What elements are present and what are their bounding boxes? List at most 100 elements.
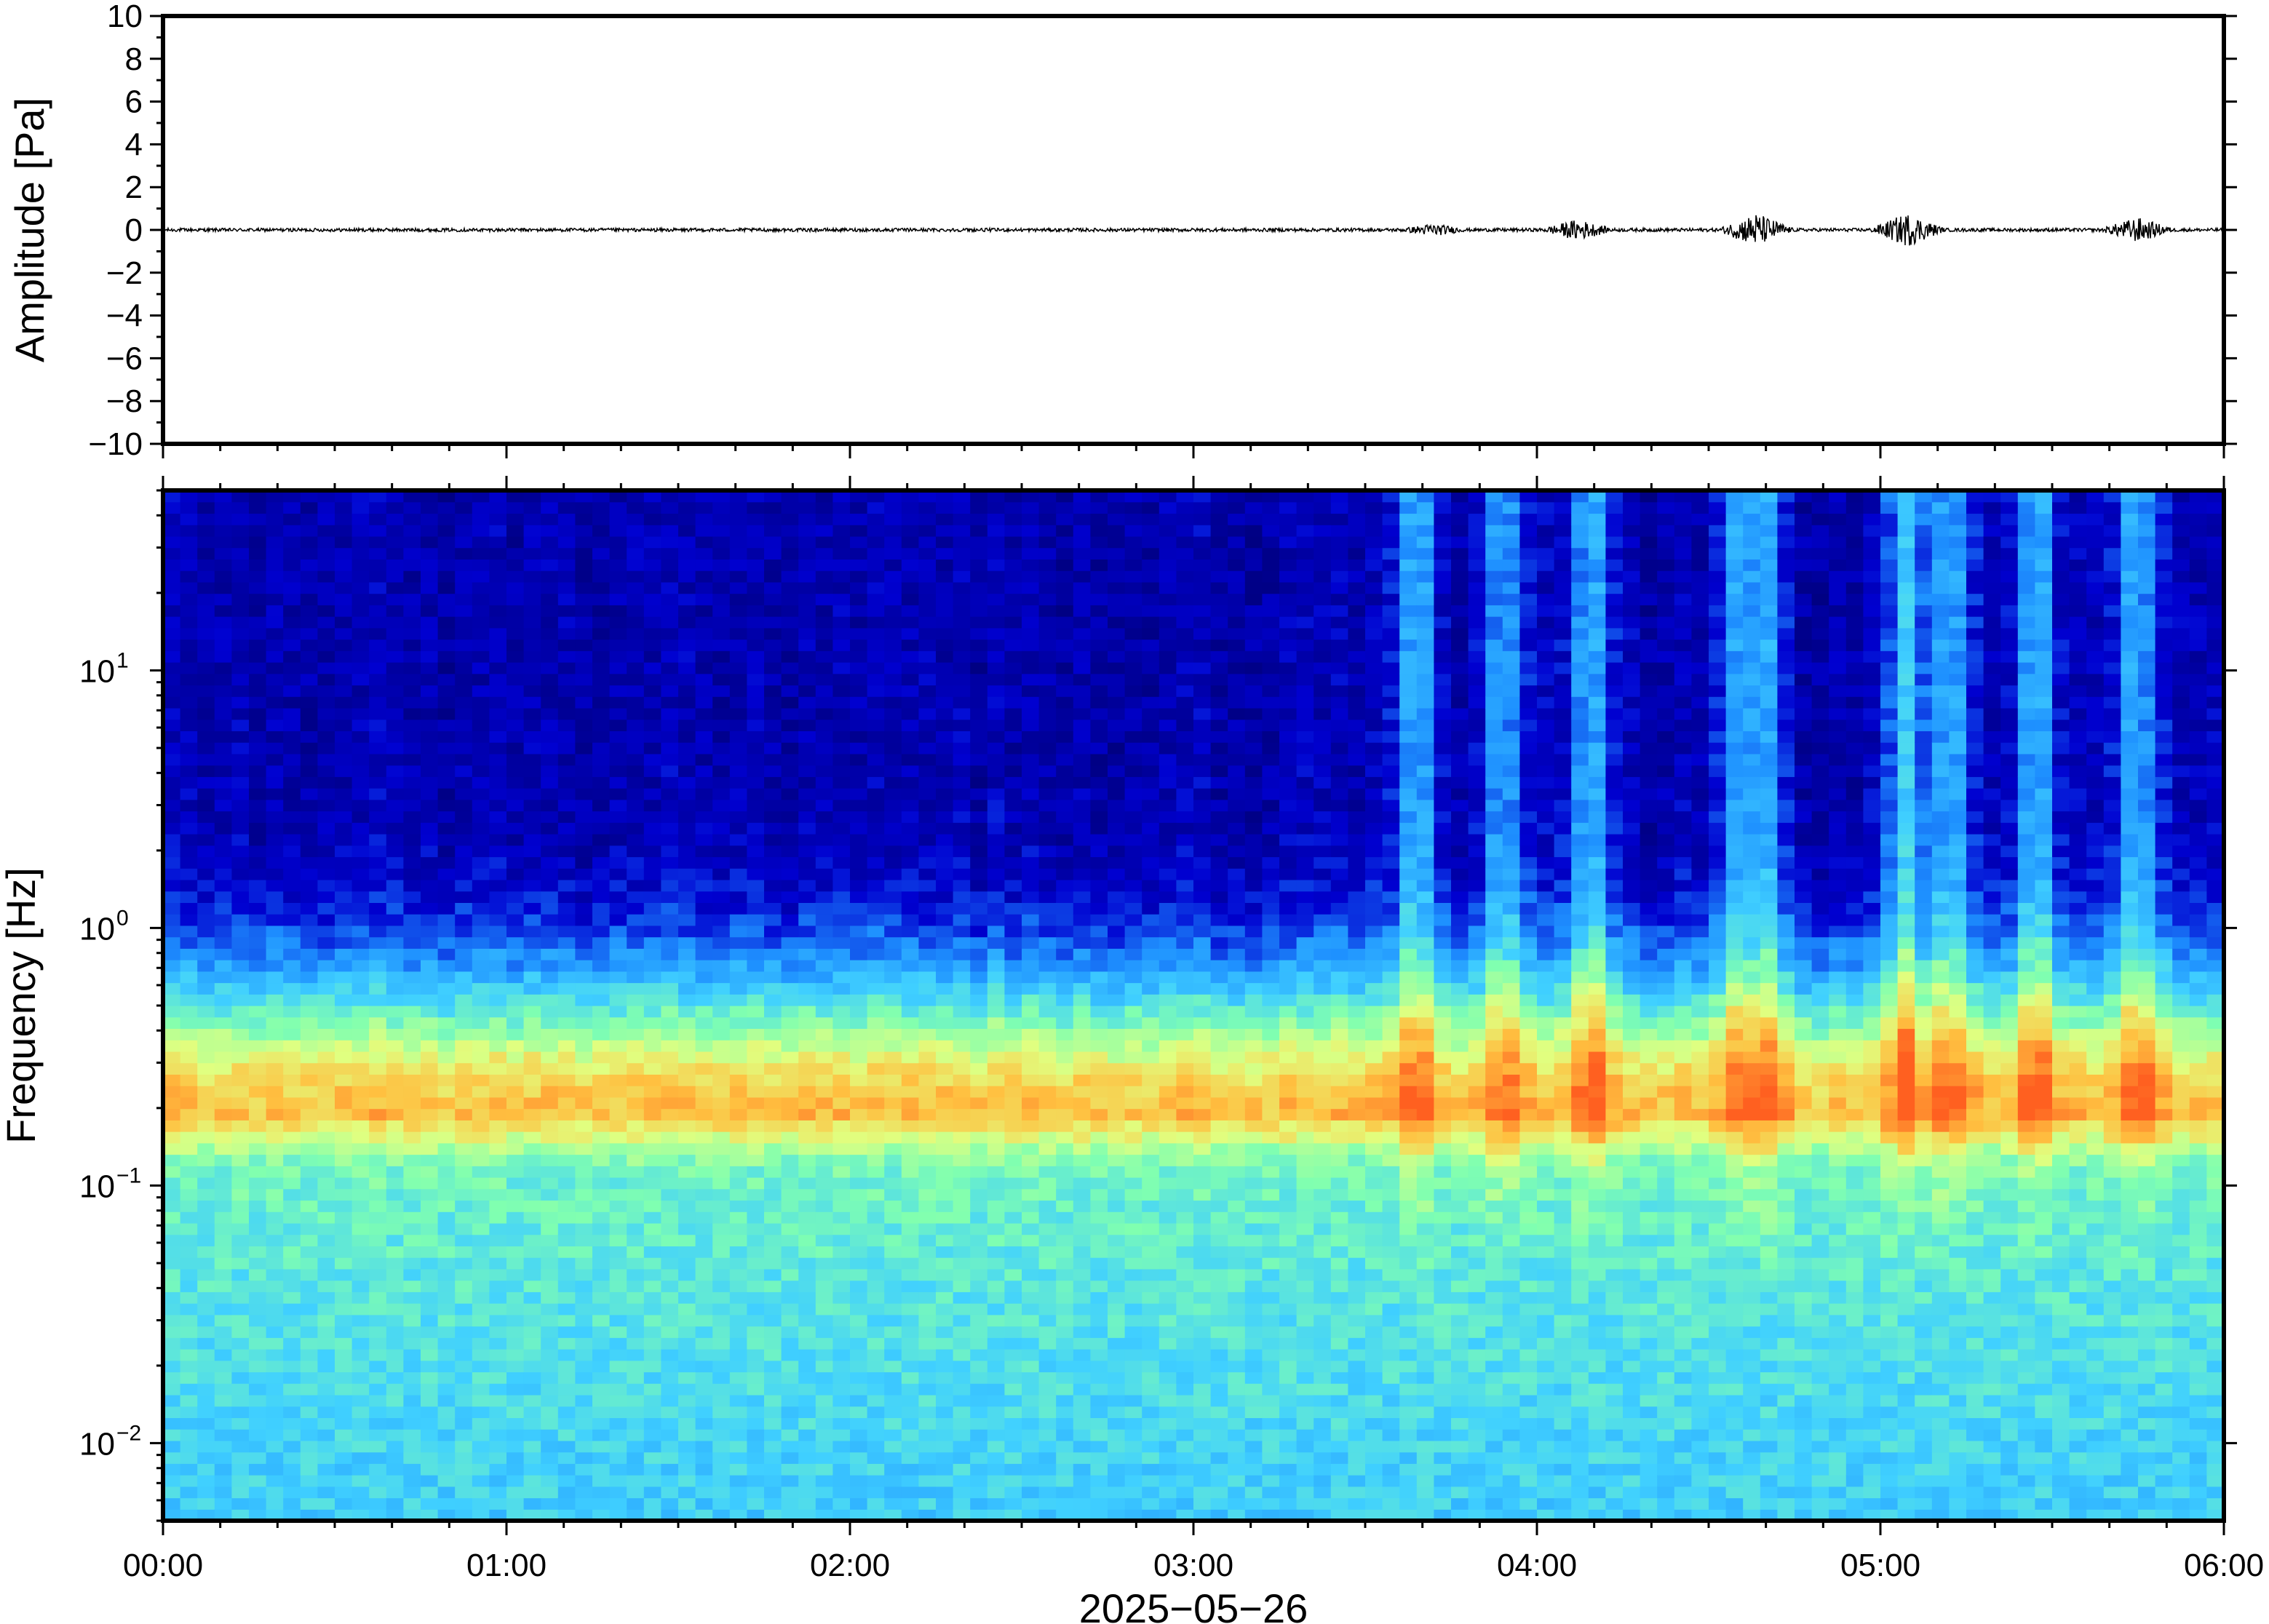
spectrogram-cell <box>1073 925 1091 938</box>
spectrogram-cell <box>592 1268 611 1281</box>
spectrogram-cell <box>729 1394 747 1407</box>
spectrogram-cell <box>643 662 661 674</box>
spectrogram-cell <box>764 1314 782 1327</box>
spectrogram-cell <box>798 1222 816 1235</box>
spectrogram-cell <box>557 971 576 984</box>
spectrogram-cell <box>575 581 593 594</box>
spectrogram-cell <box>180 1040 198 1052</box>
spectrogram-cell <box>455 1016 473 1030</box>
spectrogram-cell <box>627 570 645 583</box>
spectrogram-cell <box>557 490 576 503</box>
spectrogram-cell <box>1073 501 1091 514</box>
spectrogram-cell <box>455 501 473 514</box>
spectrogram-cell <box>781 731 799 743</box>
spectrogram-cell <box>918 1257 937 1270</box>
spectrogram-cell <box>575 1120 593 1132</box>
spectrogram-cell <box>386 627 404 640</box>
spectrogram-cell <box>386 1509 404 1521</box>
spectrogram-cell <box>1038 696 1057 709</box>
spectrogram-cell <box>1038 639 1057 651</box>
spectrogram-cell <box>575 1280 593 1292</box>
spectrogram-cell <box>1056 650 1074 663</box>
spectrogram-cell <box>180 1406 198 1418</box>
spectrogram-cell <box>884 1246 902 1258</box>
spectrogram-cell <box>592 1326 611 1338</box>
spectrogram-cell <box>335 776 353 789</box>
spectrogram-cell <box>266 1440 284 1453</box>
spectrogram-cell <box>729 1417 747 1430</box>
spectrogram-cell <box>953 581 971 594</box>
spectrogram-cell <box>369 1188 387 1201</box>
spectrogram-cell <box>712 536 731 549</box>
spectrogram-cell <box>1090 1131 1108 1144</box>
spectrogram-cell <box>557 811 576 823</box>
spectrogram-cell <box>729 1051 747 1064</box>
spectrogram-cell <box>403 1394 421 1407</box>
spectrogram-cell <box>506 1062 525 1075</box>
spectrogram-cell <box>214 1016 232 1030</box>
spectrogram-cell <box>592 490 611 503</box>
spectrogram-cell <box>970 1177 988 1190</box>
spectrogram-cell <box>592 834 611 846</box>
spectrogram-cell <box>541 1440 559 1453</box>
spectrogram-cell <box>283 513 301 525</box>
spectrogram-cell <box>575 1486 593 1499</box>
spectrogram-cell <box>214 605 232 617</box>
spectrogram-cell <box>266 1166 284 1178</box>
spectrogram-cell <box>266 1497 284 1510</box>
spectrogram-cell <box>833 1177 851 1190</box>
spectrogram-cell <box>1090 1177 1108 1190</box>
spectrogram-cell <box>1038 994 1057 1006</box>
spectrogram-cell <box>266 1188 284 1201</box>
spectrogram-cell <box>575 639 593 651</box>
spectrogram-cell <box>1004 834 1022 846</box>
spectrogram-cell <box>180 1246 198 1258</box>
spectrogram-cell <box>867 1108 885 1121</box>
spectrogram-cell <box>798 960 816 972</box>
spectrogram-cell <box>369 616 387 629</box>
spectrogram-cell <box>1022 616 1040 629</box>
spectrogram-cell <box>661 1326 679 1338</box>
spectrogram-cell <box>523 707 541 720</box>
spectrogram-cell <box>953 627 971 640</box>
spectrogram-cell <box>901 1291 919 1304</box>
spectrogram-cell <box>249 1086 267 1098</box>
spectrogram-cell <box>231 742 250 755</box>
spectrogram-cell <box>1004 639 1022 651</box>
spectrogram-cell <box>180 1028 198 1040</box>
spectrogram-cell <box>970 1234 988 1246</box>
spectrogram-cell <box>1056 1280 1074 1292</box>
spectrogram-cell <box>850 960 868 972</box>
spectrogram-cell <box>918 936 937 949</box>
spectrogram-cell <box>953 1154 971 1166</box>
spectrogram-cell <box>489 925 507 938</box>
spectrogram-cell <box>747 1062 765 1075</box>
spectrogram-cell <box>455 765 473 777</box>
spectrogram-cell <box>850 1142 868 1155</box>
spectrogram-cell <box>386 1096 404 1110</box>
spectrogram-cell <box>214 982 232 995</box>
spectrogram-cell <box>575 501 593 514</box>
spectrogram-cell <box>403 1360 421 1373</box>
spectrogram-cell <box>1038 650 1057 663</box>
spectrogram-cell <box>712 845 731 858</box>
spectrogram-cell <box>506 650 525 663</box>
spectrogram-cell <box>523 570 541 583</box>
spectrogram-cell <box>936 776 954 789</box>
spectrogram-cell <box>1073 822 1091 835</box>
spectrogram-cell <box>437 753 456 766</box>
spectrogram-cell <box>283 1211 301 1224</box>
spectrogram-cell <box>1022 627 1040 640</box>
spectrogram-cell <box>351 1040 370 1052</box>
spectrogram-cell <box>180 879 198 892</box>
spectrogram-cell <box>1073 1016 1091 1030</box>
spectrogram-cell <box>1022 1394 1040 1407</box>
spectrogram-cell <box>283 753 301 766</box>
spectrogram-cell <box>627 1257 645 1270</box>
spectrogram-cell <box>643 731 661 743</box>
spectrogram-cell <box>695 879 713 892</box>
spectrogram-cell <box>1004 1303 1022 1315</box>
spectrogram-cell <box>197 1360 215 1373</box>
spectrogram-cell <box>987 593 1005 605</box>
spectrogram-cell <box>953 605 971 617</box>
